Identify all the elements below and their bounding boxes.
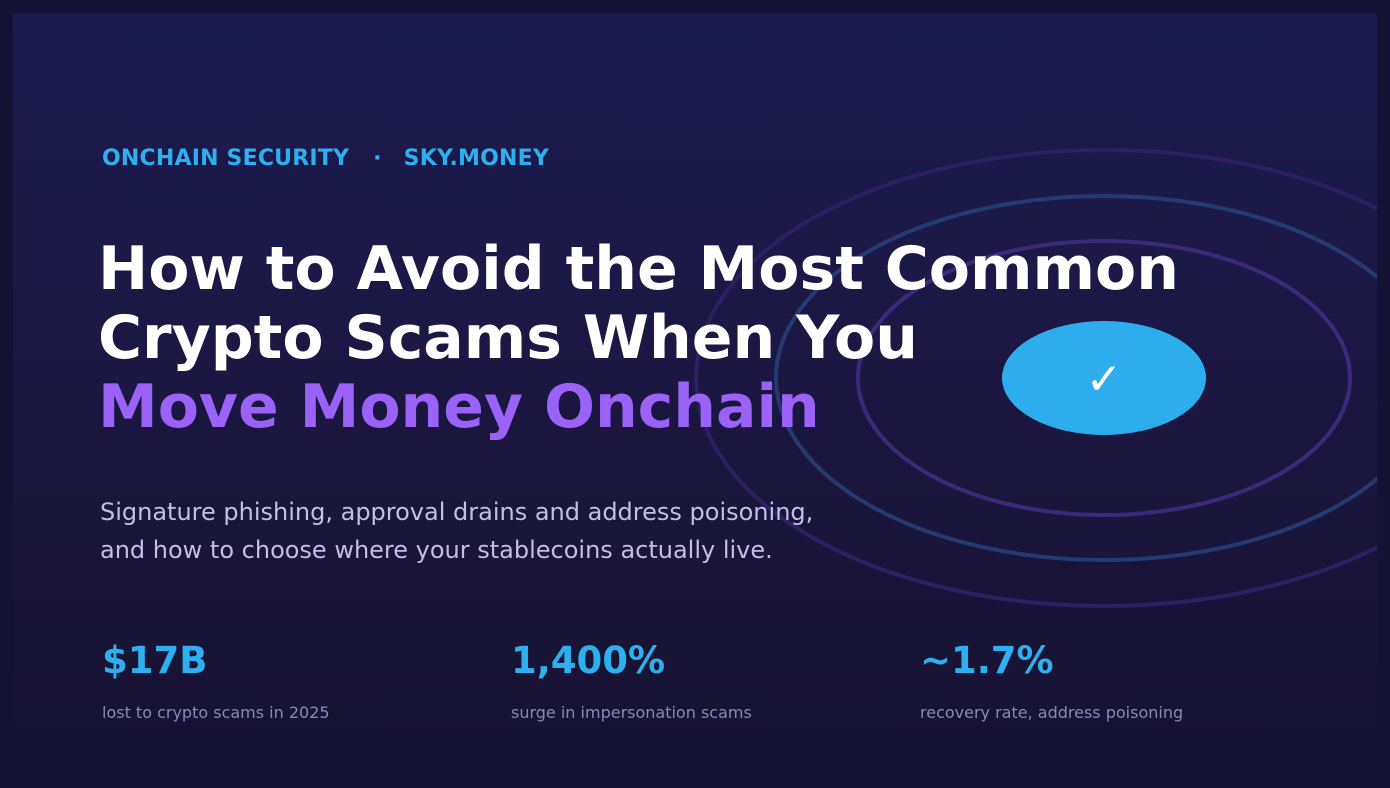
shield-check-badge: ✓ <box>1002 321 1206 435</box>
middle-ring <box>774 194 1377 562</box>
stat-losses: $17B lost to crypto scams in 2025 <box>102 638 330 722</box>
eyebrow-label: ONCHAIN SECURITY · SKY.MONEY <box>102 146 549 171</box>
title-line-3-accent: Move Money Onchain <box>98 372 820 442</box>
security-rings-graphic: ✓ <box>694 148 1377 608</box>
subtitle-line-1: Signature phishing, approval drains and … <box>100 498 814 526</box>
title-line-1: How to Avoid the Most Common <box>98 234 1179 304</box>
stat-label: lost to crypto scams in 2025 <box>102 703 330 722</box>
subtitle: Signature phishing, approval drains and … <box>100 493 1000 569</box>
eyebrow-separator: · <box>373 146 382 171</box>
checkmark-icon: ✓ <box>1086 354 1123 405</box>
stat-recovery-rate: ~1.7% recovery rate, address poisoning <box>920 638 1183 722</box>
stat-label: surge in impersonation scams <box>511 703 752 722</box>
hero-banner: ✓ ONCHAIN SECURITY · SKY.MONEY How to Avoi… <box>13 13 1377 775</box>
inner-ring <box>856 239 1352 517</box>
eyebrow-site: SKY.MONEY <box>403 146 549 171</box>
stat-impersonation: 1,400% surge in impersonation scams <box>511 638 752 722</box>
subtitle-line-2: and how to choose where your stablecoins… <box>100 536 773 564</box>
eyebrow-category: ONCHAIN SECURITY <box>102 146 350 171</box>
badge-circle <box>1002 321 1206 435</box>
outer-ring <box>694 148 1377 608</box>
stat-value: 1,400% <box>511 639 666 682</box>
stat-value: $17B <box>102 639 208 682</box>
page-title: How to Avoid the Most Common Crypto Scam… <box>98 235 1179 442</box>
stat-label: recovery rate, address poisoning <box>920 703 1184 722</box>
stat-value: ~1.7% <box>920 639 1054 682</box>
title-line-2: Crypto Scams When You <box>98 303 918 373</box>
